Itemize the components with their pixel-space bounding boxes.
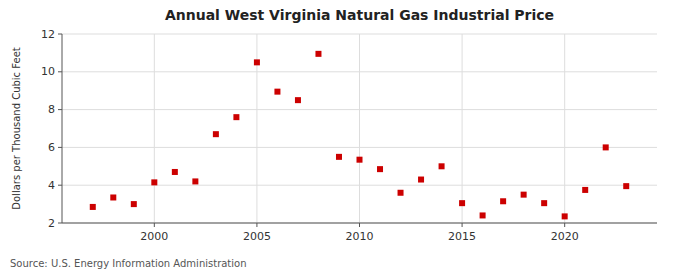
background xyxy=(0,0,675,275)
point xyxy=(603,144,609,150)
y-tick xyxy=(58,223,62,224)
y-tick-label: 6 xyxy=(48,141,55,154)
point xyxy=(377,166,383,172)
y-tick-label: 2 xyxy=(48,217,55,230)
chart-container: 2 4 6 8 10 12 2000 2005 2010 2015 2020 Annual West … xyxy=(0,0,675,275)
y-tick xyxy=(58,147,62,148)
point xyxy=(357,157,363,163)
axes: 2 4 6 8 10 12 2000 2005 2010 2015 2020 xyxy=(41,28,657,244)
point xyxy=(274,89,280,95)
point xyxy=(480,212,486,218)
x-tick-label: 2000 xyxy=(140,230,168,243)
grid-line-x xyxy=(462,34,463,223)
point xyxy=(541,200,547,206)
chart-svg: 2 4 6 8 10 12 2000 2005 2010 2015 2020 Annual West … xyxy=(0,0,675,275)
point xyxy=(623,183,629,189)
x-tick xyxy=(256,223,257,227)
point xyxy=(254,59,260,65)
point xyxy=(439,163,445,169)
x-tick xyxy=(359,223,360,227)
x-tick-label: 2010 xyxy=(346,230,374,243)
x-tick-label: 2020 xyxy=(551,230,579,243)
y-tick xyxy=(58,185,62,186)
x-tick xyxy=(462,223,463,227)
y-axis-line xyxy=(62,34,63,223)
points xyxy=(90,51,629,220)
point xyxy=(459,200,465,206)
point xyxy=(562,213,568,219)
y-tick xyxy=(58,71,62,72)
point xyxy=(521,192,527,198)
y-tick-label: 4 xyxy=(48,179,55,192)
point xyxy=(151,179,157,185)
point xyxy=(418,177,424,183)
point xyxy=(398,190,404,196)
y-axis-label: Dollars per Thousand Cubic Feet xyxy=(11,47,22,210)
x-tick xyxy=(564,223,565,227)
point xyxy=(233,114,239,120)
point xyxy=(295,97,301,103)
grid-line-x xyxy=(359,34,360,223)
point xyxy=(315,51,321,57)
y-tick-label: 8 xyxy=(48,103,55,116)
y-tick xyxy=(58,109,62,110)
grid xyxy=(62,34,657,223)
grid-line-x xyxy=(154,34,155,223)
grid-line-x xyxy=(564,34,565,223)
point xyxy=(582,187,588,193)
title: Annual West Virginia Natural Gas Industr… xyxy=(165,7,554,23)
x-tick-label: 2005 xyxy=(243,230,271,243)
point xyxy=(172,169,178,175)
point xyxy=(336,154,342,160)
y-tick xyxy=(58,34,62,35)
point xyxy=(500,198,506,204)
y-tick-label: 10 xyxy=(41,65,55,78)
point xyxy=(213,131,219,137)
source-note: Source: U.S. Energy Information Administ… xyxy=(10,258,247,269)
point xyxy=(90,204,96,210)
point xyxy=(131,201,137,207)
point xyxy=(192,178,198,184)
y-tick-label: 12 xyxy=(41,28,55,41)
point xyxy=(110,194,116,200)
x-tick-label: 2015 xyxy=(448,230,476,243)
x-tick xyxy=(154,223,155,227)
